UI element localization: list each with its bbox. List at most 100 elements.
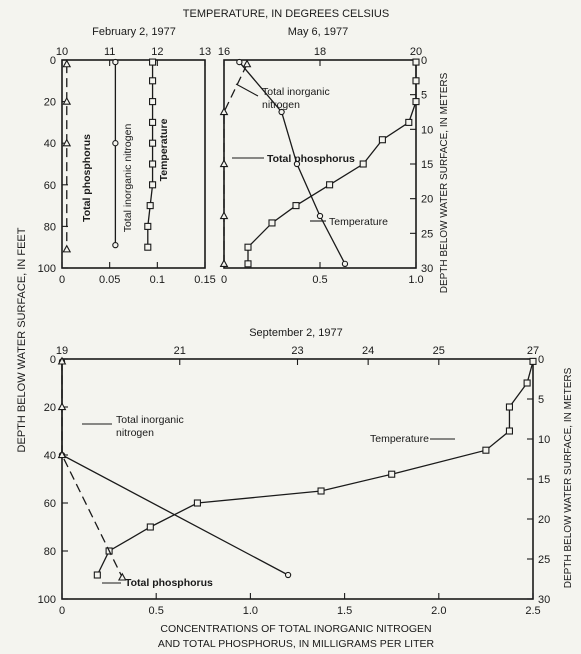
panel-1-temperature-point	[412, 77, 420, 85]
panel-2-x2-tick-label: 27	[527, 345, 539, 357]
panel-0-temperature-line	[147, 62, 154, 248]
bottom-axis-title-line1: CONCENTRATIONS OF TOTAL INORGANIC NITROG…	[160, 623, 431, 635]
panel-1-total-phosphorus-point	[219, 107, 229, 116]
panel-a-label-phosphorus: Total phosphorus	[81, 134, 93, 222]
panel-2-x-tick-label: 0	[59, 605, 65, 617]
panel-c-label-phosphorus: Total phosphorus	[125, 577, 213, 589]
panel-0-x-tick-label: 0	[59, 274, 65, 286]
panel-1-x-tick-label: 0	[221, 274, 227, 286]
panel-b-label-nitrogen-1: Total inorganic	[262, 86, 330, 98]
panel-0-temperature-point	[149, 98, 157, 106]
panel-2-temperature-point	[505, 427, 514, 435]
panel-0-total-phosphorus-point	[62, 244, 72, 253]
panel-2-temperature-point	[193, 499, 201, 507]
panel-1-x2-tick-label: 16	[218, 46, 230, 58]
panel-2-y-tick-label: 40	[44, 450, 56, 462]
panel-1-total-phosphorus-point	[219, 259, 229, 267]
panel-0-y-tick-label: 0	[50, 55, 56, 67]
panel-1-total-phosphorus-point	[242, 59, 252, 68]
panel-2-temperature-point	[482, 446, 490, 454]
panel-2-x-tick-label: 1.0	[243, 605, 258, 617]
panel-1-temperature-point	[326, 181, 334, 189]
panel-0-temperature-point	[149, 160, 157, 168]
panel-1-total-inorganic-nitrogen-point	[236, 58, 243, 66]
right-axis-title-top: DEPTH BELOW WATER SURFACE, IN METERS	[439, 72, 450, 293]
panel-a-label-nitrogen: Total inorganic nitrogen	[122, 124, 134, 233]
panel-2-y2-tick-label: 5	[538, 394, 544, 406]
panel-0-x-tick-label: 0.1	[150, 274, 165, 286]
panel-0-y-tick-label: 40	[44, 138, 56, 150]
panel-1-x2-tick-label: 20	[410, 46, 422, 58]
panel-2-x-tick-label: 2.0	[431, 605, 446, 617]
panel-0-temperature-point	[149, 181, 157, 189]
panel-0-x2-tick-label: 11	[104, 46, 115, 58]
panel-2-frame	[61, 358, 534, 600]
panel-2-y-tick-label: 20	[44, 402, 56, 414]
panel-0-y-tick-label: 60	[44, 180, 56, 192]
top-axis-title: TEMPERATURE, IN DEGREES CELSIUS	[183, 8, 389, 20]
panel-1-y2-tick-label: 5	[421, 90, 427, 102]
panel-1-temperature-point	[292, 202, 300, 210]
panel-2-x2-tick-label: 21	[174, 345, 186, 357]
panel-1-total-phosphorus-line	[223, 63, 248, 264]
panel-1-temperature-point	[412, 98, 420, 106]
panel-b-label-phosphorus: Total phosphorus	[267, 153, 355, 165]
panel-1-y2-tick-label: 0	[421, 55, 427, 67]
panel-1-x2-tick-label: 18	[314, 46, 326, 58]
panel-2-x-tick-label: 2.5	[525, 605, 540, 617]
panel-2-x-tick-label: 1.5	[337, 605, 352, 617]
panel-2-x2-tick-label: 24	[362, 345, 374, 357]
panel-0-y-tick-label: 80	[44, 221, 56, 233]
panel-2-y-tick-label: 100	[38, 594, 56, 606]
panel-2-total-phosphorus-line	[61, 361, 123, 578]
panel-0-y-tick-label: 100	[38, 263, 56, 275]
panel-1-temperature-point	[359, 160, 367, 168]
panel-b-leader-nitrogen	[235, 83, 259, 97]
panel-1-temperature-point	[405, 118, 413, 126]
panel-a-label-temperature: Temperature	[158, 118, 170, 181]
panel-0-total-inorganic-nitrogen-point	[112, 140, 119, 147]
panel-0-temperature-point	[149, 77, 157, 85]
panel-b-label-nitrogen-2: nitrogen	[262, 99, 300, 111]
panel-2-x2-tick-label: 25	[433, 345, 445, 357]
panel-c-label-nitrogen-2: nitrogen	[116, 427, 154, 439]
panel-2-temperature-point	[146, 523, 154, 531]
panel-1-total-inorganic-nitrogen-point	[316, 212, 324, 220]
panel-a-title: February 2, 1977	[92, 26, 176, 38]
panel-1-total-inorganic-nitrogen-point	[278, 108, 285, 116]
panel-1-y2-tick-label: 15	[421, 159, 433, 171]
panel-c-title: September 2, 1977	[249, 327, 343, 339]
panel-1-total-inorganic-nitrogen-point	[293, 160, 301, 168]
panel-1-y2-tick-label: 25	[421, 228, 433, 240]
panel-c-label-temperature: Temperature	[370, 433, 429, 445]
panel-0-temperature-point	[144, 243, 152, 251]
panel-1-y2-tick-label: 10	[421, 124, 433, 136]
panel-2-total-inorganic-nitrogen-line	[61, 361, 289, 576]
panel-0-x2-tick-label: 12	[151, 46, 163, 58]
panel-0-total-phosphorus-point	[62, 138, 72, 147]
panel-0-x2-tick-label: 10	[56, 46, 68, 58]
panel-2-temperature-point	[93, 571, 101, 579]
panel-0-temperature-point	[146, 202, 154, 210]
panel-c-label-nitrogen-1: Total inorganic	[116, 414, 184, 426]
right-axis-title-bottom: DEPTH BELOW WATER SURFACE, IN METERS	[563, 367, 574, 588]
panel-1-total-phosphorus-point	[219, 159, 229, 168]
panel-2-y2-tick-label: 10	[538, 434, 550, 446]
panel-2-temperature-point	[529, 357, 537, 365]
panel-2-total-phosphorus-point	[117, 572, 127, 581]
panel-0-total-inorganic-nitrogen-point	[112, 241, 119, 249]
left-axis-title: DEPTH BELOW WATER SURFACE, IN FEET	[16, 227, 28, 452]
panel-0-y-tick-label: 20	[44, 97, 56, 109]
panel-2-y-tick-label: 80	[44, 546, 56, 558]
panel-1-temperature-point	[268, 219, 276, 227]
panel-2-y2-tick-label: 25	[538, 554, 550, 566]
panel-2-temperature-point	[317, 487, 325, 495]
panel-2-y-tick-label: 60	[44, 498, 56, 510]
panel-b-title: May 6, 1977	[288, 26, 349, 38]
panel-2-y2-tick-label: 0	[538, 354, 544, 366]
panel-2-y2-tick-label: 20	[538, 514, 550, 526]
panel-2-total-phosphorus-point	[57, 402, 67, 411]
panel-0-total-phosphorus-point	[62, 96, 72, 105]
panel-b-label-temperature: Temperature	[329, 216, 388, 228]
